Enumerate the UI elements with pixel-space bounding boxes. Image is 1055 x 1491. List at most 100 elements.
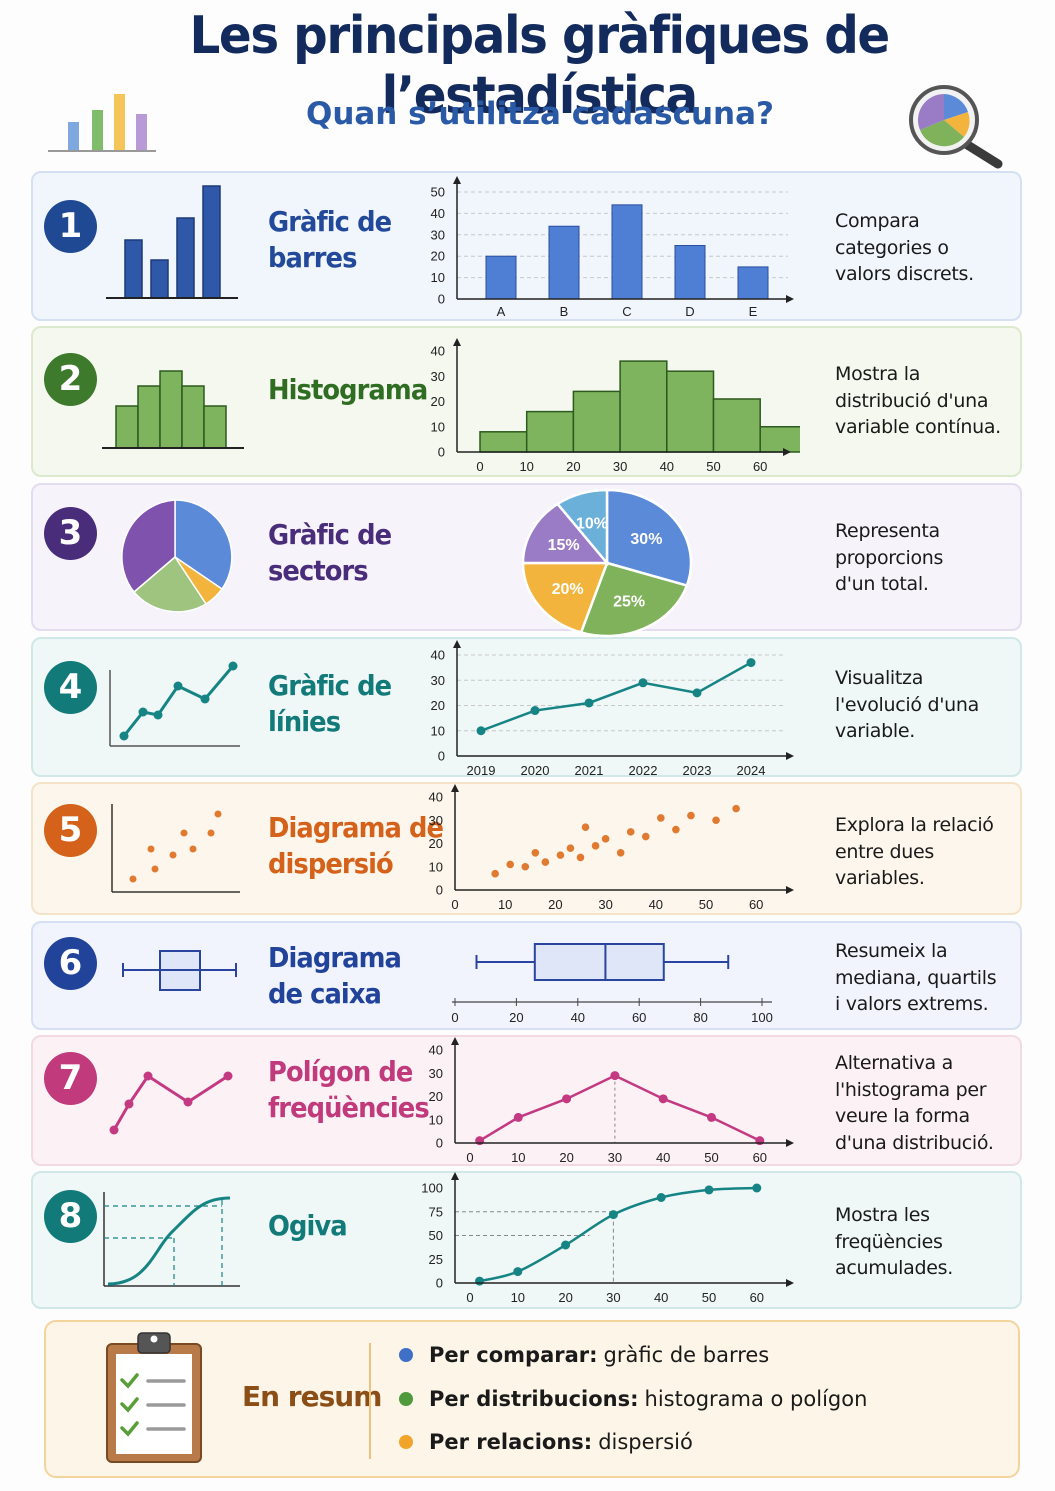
data-point — [513, 1112, 523, 1122]
section-2-name: Histograma — [268, 373, 428, 406]
scatter-point — [591, 842, 600, 850]
data-point — [561, 1240, 571, 1250]
y-axis-arrow — [453, 176, 461, 184]
y-tick-label: 20 — [431, 394, 445, 409]
x-tick-label: 30 — [613, 459, 627, 474]
y-tick-label: 0 — [438, 292, 445, 307]
x-tick-label: C — [622, 304, 631, 319]
pie-chart-thumbnail — [121, 499, 233, 613]
section-3-number-badge: 3 — [44, 507, 97, 560]
line-chart: 0 10 20 30 40 2019 2020 2021 2022 2023 2024 — [431, 640, 794, 778]
x-tick-label: 20 — [566, 459, 580, 474]
section-1-description: Compara categories o valors discrets. — [835, 210, 974, 285]
x-tick-label: 40 — [660, 459, 674, 474]
y-tick-label: 25 — [429, 1252, 443, 1267]
data-point — [610, 1071, 620, 1081]
data-point — [513, 1267, 523, 1277]
green-bullet-icon — [399, 1392, 413, 1406]
scatter-thumbnail — [111, 804, 240, 893]
blue-bullet-icon — [399, 1348, 413, 1362]
y-tick-label: 50 — [429, 1228, 443, 1243]
scatter-point — [581, 823, 590, 832]
data-point — [608, 1210, 618, 1220]
data-point — [704, 1185, 714, 1195]
y-tick-label: 0 — [436, 1136, 443, 1151]
bar-chart-icon — [48, 94, 156, 152]
y-axis-arrow — [451, 1172, 459, 1180]
data-point — [707, 1112, 716, 1122]
x-tick-label: 0 — [476, 459, 483, 474]
section-3-description: Representa proporcions d'un total. — [835, 520, 944, 595]
summary-item-compare: Per comparar: gràfic de barres — [399, 1343, 769, 1367]
summary-item-relations: Per relacions: dispersió — [399, 1430, 693, 1454]
bar-A — [485, 255, 517, 300]
section-4-description: Visualitza l'evolució d'una variable. — [835, 667, 979, 742]
x-tick-label: 20 — [548, 897, 562, 912]
x-tick-label: 2021 — [575, 763, 604, 778]
frequency-polygon-chart: 0 10 20 30 40 0 10 20 30 40 50 60 — [429, 1037, 794, 1165]
data-point — [562, 1094, 572, 1104]
data-point — [656, 1193, 666, 1202]
histogram-thumbnail — [102, 370, 244, 449]
scatter-point — [601, 835, 610, 843]
y-tick-label: 0 — [436, 1276, 443, 1291]
scatter-point — [521, 862, 530, 871]
bar-B — [548, 225, 580, 300]
series-line — [480, 661, 752, 732]
y-tick-label: 0 — [438, 445, 445, 460]
x-tick-label: 50 — [706, 459, 720, 474]
orange-bullet-icon — [399, 1435, 413, 1449]
y-tick-label: 100 — [421, 1181, 443, 1196]
section-6-description: Resumeix la mediana, quartils i valors ext… — [835, 940, 997, 1015]
pie-chart: 30% 25% 20% 15% 10% — [521, 488, 693, 638]
pie-slice — [605, 488, 693, 588]
scatter-point — [616, 849, 625, 857]
y-tick-label: 50 — [431, 185, 445, 200]
scatter-point — [556, 851, 565, 859]
summary-item-distributions: Per distribucions: histograma o polígon — [399, 1387, 867, 1411]
data-point — [475, 1136, 485, 1146]
scatter-point — [576, 853, 585, 862]
section-7-name: Polígon de freqüències — [268, 1055, 430, 1124]
y-axis-arrow — [453, 640, 461, 648]
scatter-point — [491, 869, 499, 878]
y-tick-label: 10 — [431, 419, 445, 434]
x-tick-label: 60 — [632, 1010, 646, 1025]
x-tick-label: 0 — [451, 1010, 458, 1025]
y-axis-arrow — [451, 784, 459, 792]
section-8-number-badge: 8 — [44, 1190, 97, 1243]
histogram-bar — [712, 398, 761, 453]
histogram-bar — [619, 360, 668, 453]
ogive-chart: 0 25 50 75 100 0 10 20 30 40 50 60 — [421, 1172, 794, 1305]
section-4-panel — [31, 637, 1022, 777]
x-tick-label: 50 — [702, 1290, 716, 1305]
scatter-point — [672, 825, 680, 834]
y-tick-label: 30 — [431, 673, 445, 688]
y-tick-label: 10 — [429, 859, 443, 874]
scatter-point — [712, 816, 720, 825]
scatter-point — [626, 828, 635, 836]
histogram-bar — [479, 431, 528, 453]
section-5-panel — [31, 782, 1022, 915]
ogive-thumbnail — [103, 1192, 240, 1287]
section-6-name: Diagrama de caixa — [268, 941, 402, 1010]
x-tick-label: 50 — [704, 1150, 718, 1165]
section-2-number-badge: 2 — [44, 353, 97, 406]
section-2-description: Mostra la distribució d'una variable contí… — [835, 363, 1001, 438]
x-tick-label: 2023 — [683, 763, 712, 778]
box-plot-chart: 0 20 40 60 80 100 — [451, 943, 773, 1025]
x-tick-label: 2024 — [737, 763, 766, 778]
x-axis-arrow — [786, 752, 794, 760]
x-tick-label: 2022 — [629, 763, 658, 778]
pie-slice — [521, 502, 610, 565]
section-4-name: Gràfic de línies — [268, 669, 392, 738]
x-tick-label: 60 — [750, 1290, 764, 1305]
box — [533, 943, 665, 981]
pie-slice — [521, 561, 609, 634]
series-line — [479, 1074, 761, 1142]
pie-slice — [555, 488, 609, 567]
section-1-panel — [31, 171, 1022, 321]
pie-label: 30% — [630, 531, 662, 548]
x-axis-arrow — [783, 448, 791, 456]
x-tick-label: 30 — [598, 897, 612, 912]
